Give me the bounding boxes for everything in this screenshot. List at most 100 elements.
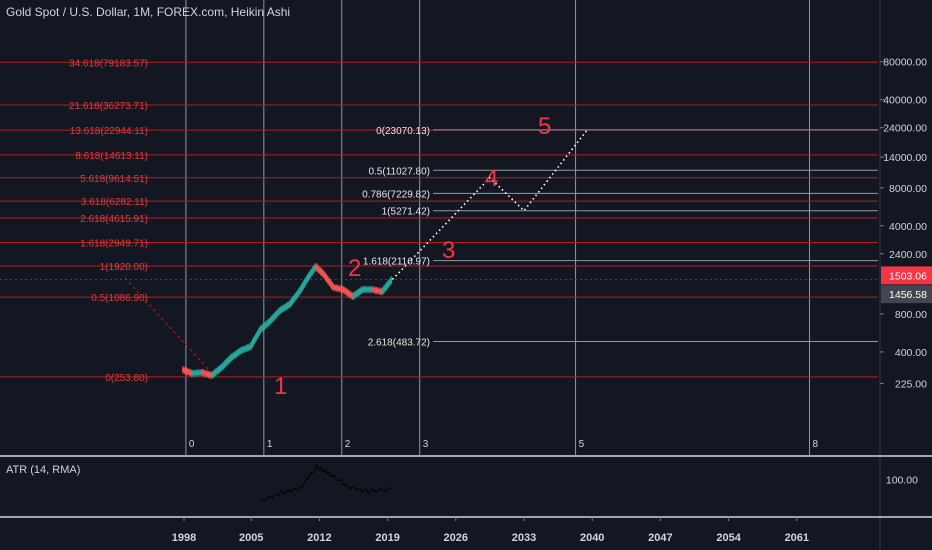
candle-body <box>367 287 370 292</box>
time-zone-label: 0 <box>189 439 195 450</box>
candle-body <box>327 277 329 283</box>
time-axis-label: 2026 <box>444 532 468 544</box>
price-candles <box>182 263 393 379</box>
candle-body <box>390 277 393 284</box>
candle-body <box>278 308 281 314</box>
candle-body <box>189 370 192 375</box>
fib-projection-label: 0.786(7229.82) <box>362 189 430 200</box>
candle-body <box>261 325 264 331</box>
candle-body <box>286 303 289 309</box>
candle-body <box>353 292 356 298</box>
candle-body <box>381 288 384 294</box>
candle-body <box>295 292 298 299</box>
candle-body <box>193 371 195 376</box>
price-axis-label: 40000.00 <box>883 95 927 107</box>
wave-label-3: 3 <box>442 237 455 264</box>
current-price-badge <box>881 266 932 285</box>
candle-body <box>184 368 187 373</box>
candle-body <box>299 287 301 294</box>
candle-body <box>273 313 276 320</box>
candle-body <box>208 372 211 378</box>
candle-body <box>266 321 268 327</box>
candle-body <box>361 287 363 293</box>
candle-body <box>334 285 337 290</box>
fib-extension-label: 34.618(79183.57) <box>69 58 148 69</box>
candle-body <box>182 367 184 373</box>
price-axis-label: 225.00 <box>895 378 927 390</box>
time-axis-label: 2005 <box>239 532 263 544</box>
atr-indicator-label[interactable]: ATR (14, RMA) <box>6 464 81 476</box>
candle-body <box>290 299 293 305</box>
candle-body <box>267 320 270 326</box>
candle-body <box>355 291 357 297</box>
candle-body <box>202 370 205 376</box>
candle-body <box>194 371 197 376</box>
candle-body <box>233 353 236 358</box>
candle-body <box>242 347 245 352</box>
candle-body <box>232 353 234 359</box>
candle-body <box>225 359 228 365</box>
candle-body <box>344 288 346 294</box>
fib-extension-label: 21.618(36273.71) <box>69 101 148 112</box>
candle-body <box>380 289 383 294</box>
wave-label-4: 4 <box>485 165 498 192</box>
candle-body <box>330 282 333 288</box>
time-axis-label: 2019 <box>375 532 399 544</box>
fib-extension-label: 13.618(22944.11) <box>70 126 148 137</box>
price-axis-label: 800.00 <box>895 309 927 321</box>
candle-body <box>350 292 352 298</box>
candle-body <box>288 302 290 308</box>
candle-body <box>363 287 366 292</box>
candle-body <box>315 264 318 270</box>
candle-body <box>222 363 225 369</box>
candle-body <box>183 368 186 373</box>
candle-body <box>305 277 307 284</box>
wave-label-1: 1 <box>274 373 287 400</box>
candle-body <box>314 264 317 271</box>
candle-body <box>340 286 343 292</box>
candle-body <box>234 352 237 358</box>
fib-extension-label: 3.618(6282.11) <box>81 197 148 208</box>
candle-body <box>346 290 349 296</box>
fib-projection-label: 0.5(11027.80) <box>368 166 430 177</box>
candle-body <box>331 283 334 290</box>
candle-body <box>324 273 327 280</box>
fib-projection-label: 0(23070.13) <box>376 126 430 137</box>
candle-body <box>219 365 222 371</box>
candle-body <box>318 267 320 273</box>
candle-body <box>345 289 348 295</box>
candle-body <box>339 286 342 291</box>
candle-body <box>316 265 319 272</box>
atr-axis-label: 100.00 <box>886 474 918 486</box>
candle-body <box>241 347 244 353</box>
candle-body <box>185 368 188 374</box>
candle-body <box>216 368 219 374</box>
candle-body <box>374 288 377 293</box>
candle-body <box>284 304 287 310</box>
time-zone-label: 5 <box>579 439 585 450</box>
candle-body <box>372 287 374 292</box>
time-axis-label: 2054 <box>716 532 741 544</box>
candle-body <box>212 371 215 377</box>
candle-body <box>303 279 306 286</box>
candle-body <box>292 296 295 302</box>
candle-body <box>311 268 314 275</box>
candle-body <box>268 319 271 325</box>
candle-body <box>329 280 332 287</box>
candle-body <box>227 358 229 364</box>
candle-body <box>384 285 387 291</box>
fib-extension-label: 1(1920.00) <box>100 262 148 273</box>
candle-body <box>373 287 376 293</box>
chart-title: Gold Spot / U.S. Dollar, 1M, FOREX.com, … <box>6 5 291 19</box>
wave-label-5: 5 <box>538 113 551 140</box>
candle-body <box>302 281 305 288</box>
candle-body <box>258 327 261 334</box>
candle-body <box>256 331 259 339</box>
candle-body <box>230 354 233 360</box>
price-axis-label: 2400.00 <box>889 249 927 261</box>
candle-body <box>195 370 198 376</box>
candle-body <box>386 282 389 288</box>
current-price-badge-text: 1503.06 <box>889 270 927 282</box>
candle-body <box>263 323 266 329</box>
